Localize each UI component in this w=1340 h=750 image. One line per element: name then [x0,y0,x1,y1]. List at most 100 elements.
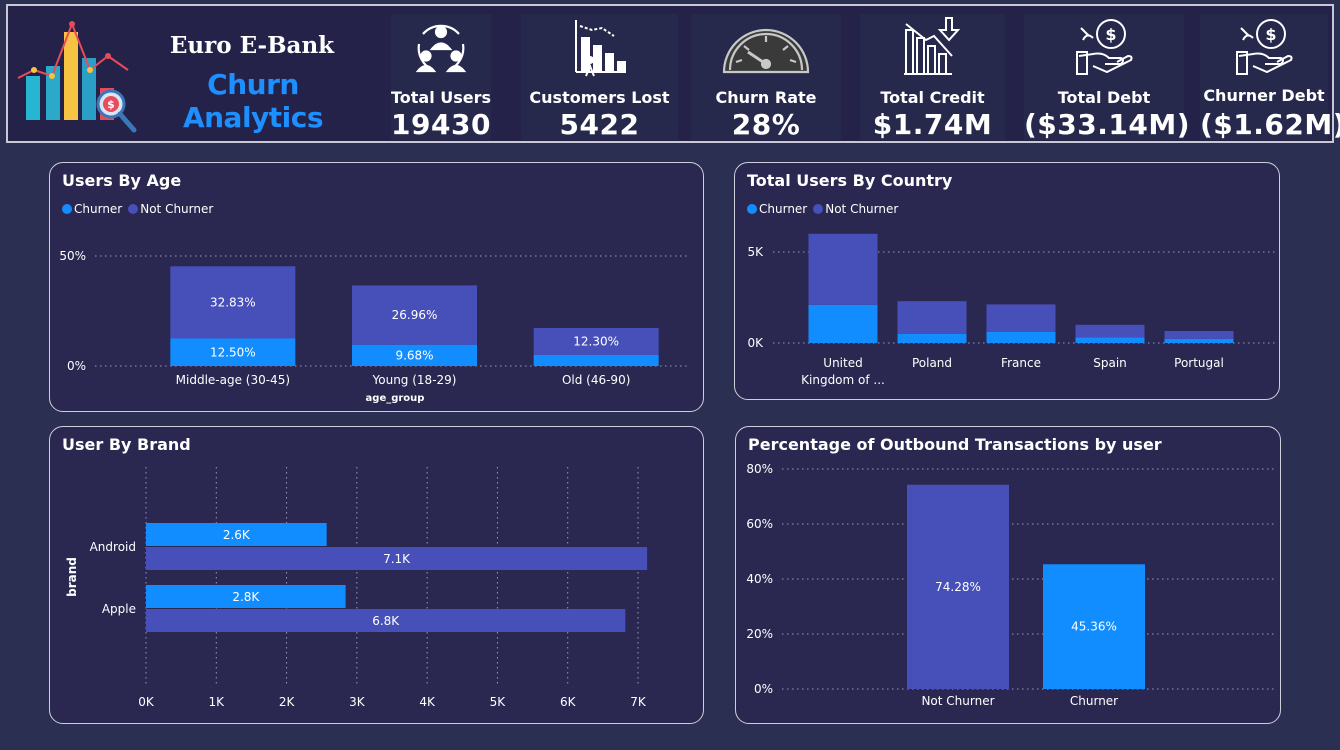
y-tick-label: 5K [747,245,764,259]
x-tick-label: Young (18-29) [372,373,457,387]
x-tick-label: Middle-age (30-45) [176,373,290,387]
legend-label: Not Churner [825,202,899,216]
x-tick-label: 7K [630,695,647,709]
bar-not-churner [146,609,626,632]
users-network-icon [411,16,471,82]
svg-text:$: $ [1265,25,1276,44]
bar-churner [808,304,878,343]
kpi-label: Customers Lost [529,88,670,107]
bar-not-churner [533,327,659,355]
x-tick-label: Old (46-90) [562,373,630,387]
declining-chart-arrow-icon [902,16,964,82]
bar-churner [146,523,327,546]
y-tick-label: 80% [746,462,773,476]
bar-churner [533,355,659,366]
legend-label: Not Churner [140,202,214,216]
legend-item-not-churner[interactable]: Not Churner [128,202,213,216]
data-label: 2.6K [223,528,251,542]
legend-item-churner[interactable]: Churner [62,202,122,216]
speedometer-icon [718,16,814,82]
bar-churner [986,331,1056,343]
bar-churner [1164,338,1234,343]
y-tick-label: 40% [746,572,773,586]
users-by-age-chart: 50% 0% 12.50% 32.83% Middle-age (30-45) 9.68%… [59,249,690,404]
y-axis-title: brand [65,557,79,597]
kpi-value: ($1.62M) [1200,108,1340,141]
kpi-value: ($33.14M) [1024,108,1191,141]
legend-dot [813,204,824,214]
x-tick-label: Spain [1093,356,1127,370]
svg-text:$: $ [107,98,115,111]
users-by-age-panel[interactable]: Users By Age Churner Not Churner 50% 0% 12… [49,162,704,412]
chart-legend[interactable]: Churner Not Churner [62,202,213,216]
user-by-brand-panel[interactable]: User By Brand 0K 1K 2K 3K 4K 5K 6K 7K brand 2.6K 7… [49,426,704,724]
x-axis-title: age_group [366,393,425,404]
legend-item-not-churner[interactable]: Not Churner [813,202,898,216]
y-tick-label: Android [90,540,136,554]
y-tick-label: 20% [746,627,773,641]
x-tick-label: Poland [912,356,952,370]
users-by-country-panel[interactable]: Total Users By Country Churner Not Churn… [734,162,1280,400]
bar-churner [146,585,346,608]
bar-not-churner [352,285,477,345]
kpi-label: Total Credit [880,88,985,107]
kpi-total-users: Total Users 19430 [391,14,492,141]
x-tick-label: France [1001,356,1041,370]
data-label: 9.68% [395,348,433,362]
x-tick-label: 1K [209,695,226,709]
y-tick-label: 0K [747,336,764,350]
brand-subtitle: Churn Analytics [182,68,324,134]
kpi-label: Total Users [391,88,492,107]
y-tick-label: 50% [59,249,86,263]
x-tick-label: Kingdom of ... [801,373,885,387]
chart-legend[interactable]: Churner Not Churner [747,202,898,216]
bar-churner [1075,337,1145,343]
kpi-customers-lost: Customers Lost 5422 [521,14,678,141]
legend-dot [747,204,757,214]
panel-title: Percentage of Outbound Transactions by u… [748,435,1162,454]
brand-title: Euro E-Bank [169,32,335,59]
bar-not-churner [170,266,296,339]
x-tick-label: Not Churner [921,694,994,708]
kpi-value: $1.74M [872,108,993,141]
kpi-label: Total Debt [1057,88,1151,107]
data-label: 45.36% [1071,620,1117,634]
outbound-transactions-chart: 0% 20% 40% 60% 80% 74.28% Not Churner 45.36% Chu… [746,462,1274,708]
bar [1043,564,1145,689]
analytics-logo-icon: $ [16,18,146,143]
y-tick-label: 0% [67,359,86,373]
bar-churner [170,338,296,366]
kpi-value: 19430 [391,108,491,141]
x-tick-label: Churner [1070,694,1118,708]
kpi-value: 5422 [559,108,640,141]
kpi-churner-debt: $ Churner Debt ($1.62M) [1200,14,1340,141]
legend-dot [62,204,72,214]
outbound-transactions-panel[interactable]: Percentage of Outbound Transactions by u… [735,426,1281,724]
bar-churner [897,333,967,343]
kpi-label: Churner Debt [1203,86,1325,105]
header-banner: $ Euro E-Bank Churn Analytics Total User… [6,4,1340,143]
data-label: 7.1K [383,552,411,566]
bar [907,484,1009,689]
bar-not-churner [1164,330,1234,339]
bar-chart-decline-icon [570,16,630,82]
y-tick-label: Apple [102,602,136,616]
legend-item-churner[interactable]: Churner [747,202,807,216]
data-label: 6.8K [372,614,400,628]
hand-money-icon: $ [1233,16,1295,82]
user-by-brand-chart: 0K 1K 2K 3K 4K 5K 6K 7K brand 2.6K 7.1K Android 2.8K… [65,467,648,709]
bar-not-churner [146,547,648,570]
x-tick-label: 6K [560,695,577,709]
bar-not-churner [808,233,878,305]
data-label: 32.83% [210,295,256,309]
x-tick-label: Portugal [1174,356,1224,370]
hand-money-icon: $ [1073,16,1135,82]
legend-label: Churner [759,202,808,216]
x-tick-label: 5K [490,695,507,709]
panel-title: User By Brand [62,435,191,454]
x-tick-label: 2K [279,695,296,709]
panel-title: Users By Age [62,171,182,190]
x-tick-label: United [823,356,862,370]
kpi-value: 28% [731,108,801,141]
bar-not-churner [897,301,967,334]
